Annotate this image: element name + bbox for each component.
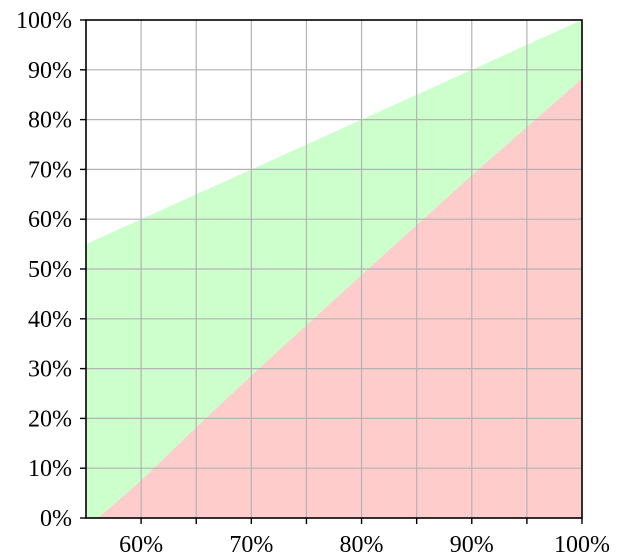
y-tick-label: 90% bbox=[28, 58, 72, 84]
y-tick-label: 50% bbox=[28, 257, 72, 283]
x-tick-label: 90% bbox=[450, 532, 494, 558]
y-tick-label: 100% bbox=[16, 8, 72, 34]
x-tick-label: 100% bbox=[554, 532, 610, 558]
y-tick-label: 20% bbox=[28, 406, 72, 432]
area-series-2 bbox=[98, 78, 582, 518]
y-tick-label: 60% bbox=[28, 207, 72, 233]
y-axis-ticks: 0% 10% 20% 30% 40% 50% 60% 70% 80% 90% 100% bbox=[16, 8, 86, 532]
x-tick-label: 60% bbox=[119, 532, 163, 558]
y-tick-label: 10% bbox=[28, 456, 72, 482]
y-tick-label: 0% bbox=[40, 506, 72, 532]
y-tick-label: 40% bbox=[28, 307, 72, 333]
grid-layer bbox=[86, 20, 582, 518]
y-tick-label: 80% bbox=[28, 108, 72, 134]
x-axis-ticks: 60% 70% 80% 90% 100% bbox=[119, 518, 610, 558]
x-tick-label: 70% bbox=[229, 532, 273, 558]
y-tick-label: 30% bbox=[28, 357, 72, 383]
x-tick-label: 80% bbox=[340, 532, 384, 558]
y-tick-label: 70% bbox=[28, 157, 72, 183]
